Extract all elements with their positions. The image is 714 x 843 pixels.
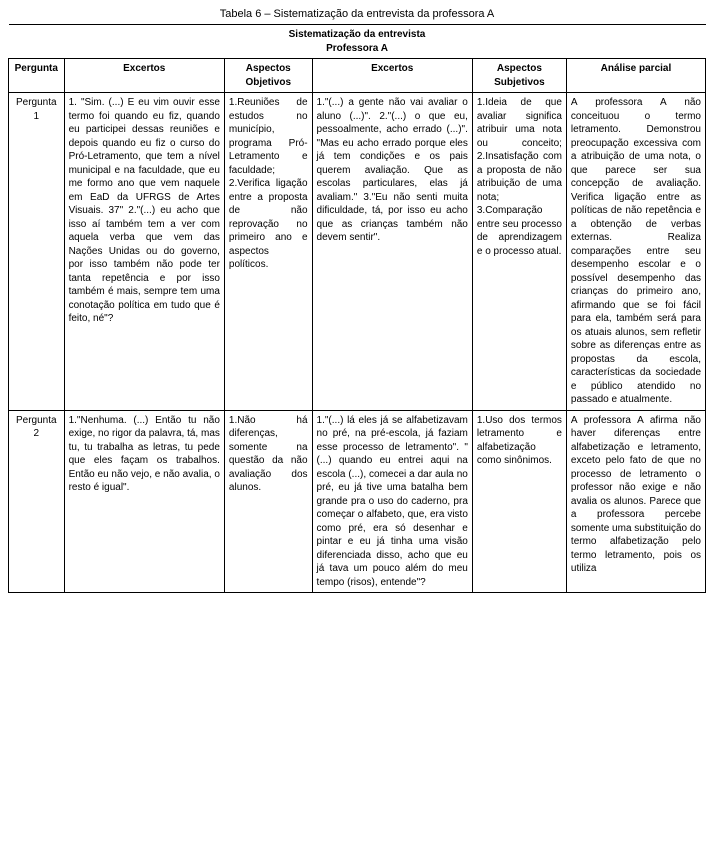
cell-aspectos-objetivos: 1.Não há diferenças, somente na questão … <box>224 410 312 593</box>
interview-table: Sistematização da entrevista Professora … <box>8 24 706 593</box>
col-header-excertos-1: Excertos <box>64 59 224 93</box>
col-header-pergunta: Pergunta <box>9 59 65 93</box>
table-title-line2: Professora A <box>326 43 388 54</box>
cell-aspectos-subjetivos: 1.Uso dos termos letramento e alfabetiza… <box>472 410 566 593</box>
cell-analise: A professora A não conceituou o termo le… <box>566 93 705 411</box>
col-header-analise-parcial: Análise parcial <box>566 59 705 93</box>
cell-aspectos-objetivos: 1.Reuniões de estudos no município, prog… <box>224 93 312 411</box>
cell-pergunta: Pergunta 1 <box>9 93 65 411</box>
col-header-excertos-2: Excertos <box>312 59 472 93</box>
cell-excertos-2: 1."(...) a gente não vai avaliar o aluno… <box>312 93 472 411</box>
cell-excertos-1: 1."Nenhuma. (...) Então tu não exige, no… <box>64 410 224 593</box>
table-caption: Tabela 6 – Sistematização da entrevista … <box>8 8 706 20</box>
table-title: Sistematização da entrevista Professora … <box>9 25 706 59</box>
table-row: Pergunta 2 1."Nenhuma. (...) Então tu nã… <box>9 410 706 593</box>
cell-pergunta: Pergunta 2 <box>9 410 65 593</box>
col-header-aspectos-subjetivos: Aspectos Subjetivos <box>472 59 566 93</box>
cell-excertos-2: 1."(...) lá eles já se alfabetizavam no … <box>312 410 472 593</box>
cell-analise: A professora A afirma não haver diferenç… <box>566 410 705 593</box>
cell-aspectos-subjetivos: 1.Ideia de que avaliar significa atribui… <box>472 93 566 411</box>
table-row: Pergunta 1 1. "Sim. (...) E eu vim ouvir… <box>9 93 706 411</box>
cell-excertos-1: 1. "Sim. (...) E eu vim ouvir esse termo… <box>64 93 224 411</box>
col-header-aspectos-objetivos: Aspectos Objetivos <box>224 59 312 93</box>
table-title-line1: Sistematização da entrevista <box>289 29 426 40</box>
